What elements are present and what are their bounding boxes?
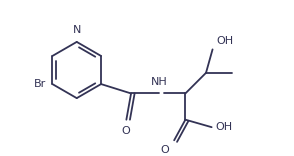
Text: OH: OH [216,36,233,46]
Text: O: O [161,145,169,155]
Text: O: O [121,126,130,136]
Text: Br: Br [34,79,46,89]
Text: OH: OH [216,122,233,132]
Text: NH: NH [151,77,168,87]
Text: N: N [73,25,81,35]
